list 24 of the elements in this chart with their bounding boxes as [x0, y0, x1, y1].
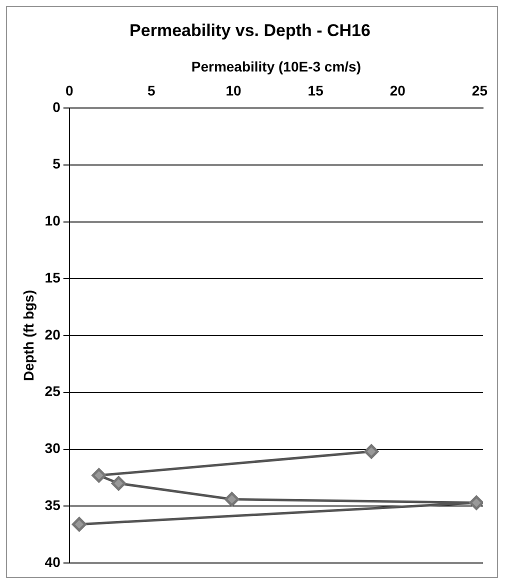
- point: [364, 444, 379, 459]
- y-tick-label: 10: [44, 212, 61, 229]
- x-axis-title: Permeability (10E-3 cm/s): [191, 58, 362, 75]
- y-tick-label: 35: [44, 496, 61, 513]
- y-tick-label: 5: [52, 156, 61, 172]
- chart-title: Permeability vs. Depth - CH16: [130, 20, 370, 40]
- y-tick-label: 15: [44, 269, 61, 286]
- y-tick-label: 25: [44, 383, 61, 400]
- point: [469, 495, 483, 510]
- x-tick-label: 20: [390, 82, 406, 98]
- y-tick-label: 0: [52, 98, 61, 115]
- y-tick-label: 20: [44, 326, 61, 342]
- point: [92, 468, 106, 483]
- y-tick-label: 30: [44, 440, 61, 456]
- y-axis-title: Depth (ft bgs): [20, 290, 36, 381]
- point: [224, 492, 240, 507]
- x-tick-label: 15: [308, 82, 324, 98]
- x-tick-label: 5: [148, 82, 156, 98]
- point: [111, 476, 126, 491]
- point: [72, 517, 86, 532]
- x-tick-label: 0: [65, 82, 74, 98]
- x-tick-label: 10: [226, 82, 242, 98]
- x-tick-label: 25: [472, 82, 488, 98]
- y-tick-label: 40: [44, 554, 61, 570]
